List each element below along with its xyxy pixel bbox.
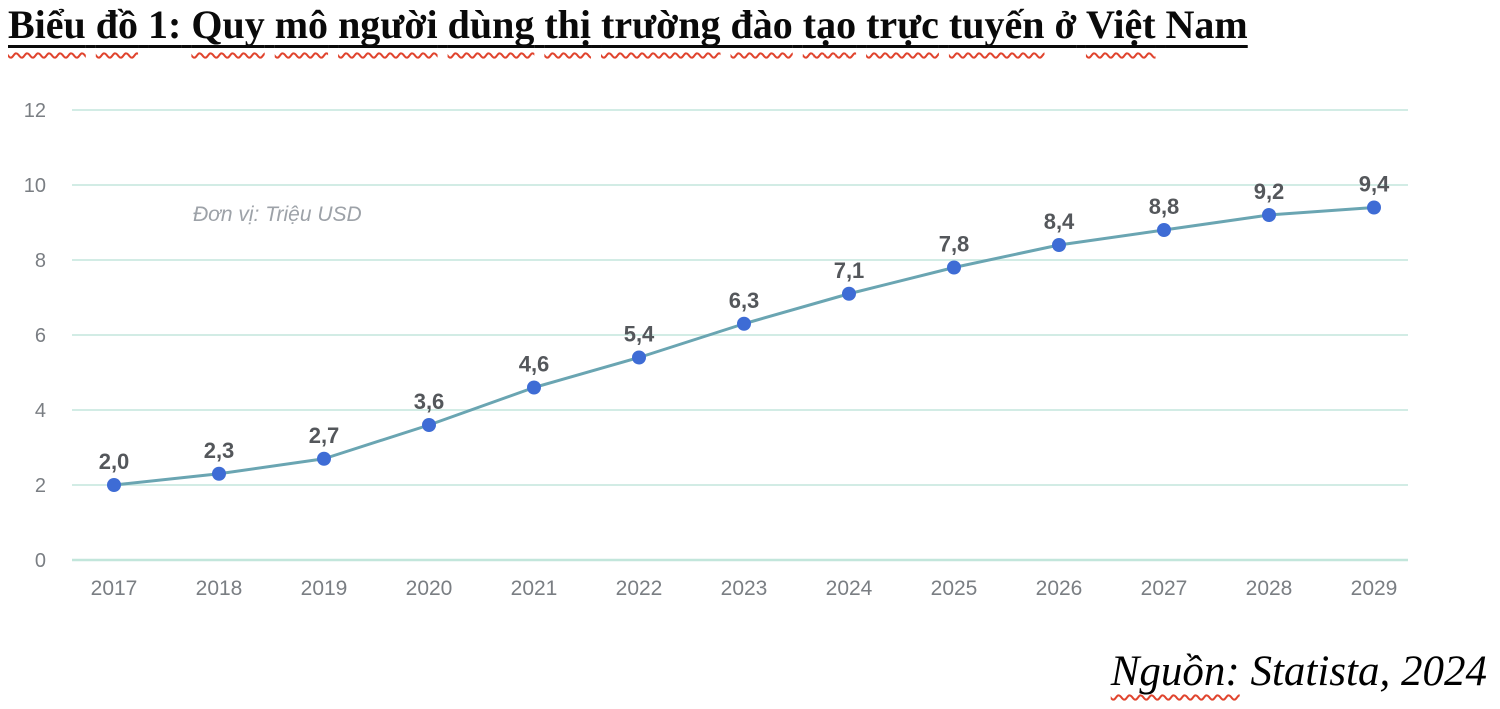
data-point-label: 2,0 — [99, 449, 130, 474]
data-point-label: 6,3 — [729, 288, 760, 313]
x-axis-tick-label: 2023 — [721, 577, 768, 600]
x-axis-tick-label: 2028 — [1246, 577, 1293, 600]
data-point-label: 3,6 — [414, 389, 445, 414]
title-word: Việt — [1085, 2, 1156, 47]
title-word: đào — [730, 2, 793, 47]
source-prefix: Nguồn: — [1110, 648, 1240, 695]
x-axis-tick-label: 2026 — [1036, 577, 1083, 600]
data-point-label: 9,4 — [1359, 172, 1390, 197]
data-point-label: 8,4 — [1044, 209, 1075, 234]
data-point — [842, 286, 856, 301]
data-point-label: 7,8 — [939, 232, 970, 257]
data-point — [212, 466, 226, 481]
x-axis-tick-label: 2029 — [1351, 577, 1398, 600]
title-word: đồ — [95, 2, 139, 47]
data-point-label: 4,6 — [519, 352, 550, 377]
x-axis-tick-label: 2021 — [511, 577, 558, 600]
title-word: Biểu — [8, 2, 86, 47]
y-axis-tick-label: 8 — [35, 250, 46, 272]
data-point — [317, 451, 331, 466]
data-point-label: 9,2 — [1254, 179, 1285, 204]
data-point-label: 7,1 — [834, 258, 865, 283]
x-axis-tick-label: 2017 — [91, 577, 138, 600]
data-point — [422, 418, 436, 432]
x-axis-tick-label: 2027 — [1141, 577, 1188, 600]
x-axis-tick-label: 2018 — [196, 577, 243, 600]
y-axis-tick-label: 6 — [35, 325, 46, 347]
data-point — [632, 350, 646, 365]
data-point — [1262, 208, 1276, 222]
trend-line — [112, 206, 1376, 487]
title-word: tạo — [802, 2, 857, 47]
title-word: thị — [544, 2, 592, 47]
x-axis-tick-label: 2019 — [301, 577, 348, 600]
source-rest: Statista, 2024 — [1239, 648, 1487, 695]
unit-annotation: Đơn vị: Triệu USD — [193, 203, 362, 226]
data-point — [1157, 223, 1171, 237]
y-axis-tick-label: 10 — [24, 175, 46, 197]
data-point — [527, 380, 541, 395]
data-point — [1052, 238, 1066, 252]
title-word: Quy — [191, 2, 265, 47]
data-point — [947, 260, 961, 275]
x-axis-tick-label: 2024 — [826, 577, 873, 600]
source-text: Nguồn: Statista, 2024 — [1111, 649, 1487, 694]
data-point-label: 5,4 — [624, 322, 655, 347]
x-axis-tick-label: 2025 — [931, 577, 978, 600]
y-axis-tick-label: 2 — [35, 475, 46, 497]
x-axis-tick-label: 2020 — [406, 577, 453, 600]
title-word: người — [338, 2, 438, 47]
data-point — [1367, 200, 1381, 215]
title-word: Nam — [1165, 2, 1248, 47]
title-word: dùng — [447, 2, 535, 47]
title-word: trực — [866, 2, 939, 47]
page-title: Biểu đồ 1: Quy mô người dùng thị trường … — [8, 0, 1248, 50]
data-point-label: 2,3 — [204, 438, 235, 463]
data-point-label: 2,7 — [309, 423, 340, 448]
title-word: trường — [601, 2, 721, 47]
title-word: 1: — [148, 2, 182, 47]
title-word: tuyến — [948, 2, 1045, 47]
y-axis-tick-label: 12 — [24, 100, 46, 122]
y-axis-tick-label: 4 — [35, 400, 46, 422]
title-word: mô — [274, 2, 329, 47]
page-title-text: Biểu đồ 1: Quy mô người dùng thị trường … — [8, 2, 1248, 47]
data-point — [107, 478, 121, 492]
y-axis-tick-label: 0 — [35, 550, 46, 572]
data-point-label: 8,8 — [1149, 194, 1180, 219]
data-point — [737, 316, 751, 331]
x-axis-tick-label: 2022 — [616, 577, 663, 600]
title-word: ở — [1054, 2, 1077, 47]
